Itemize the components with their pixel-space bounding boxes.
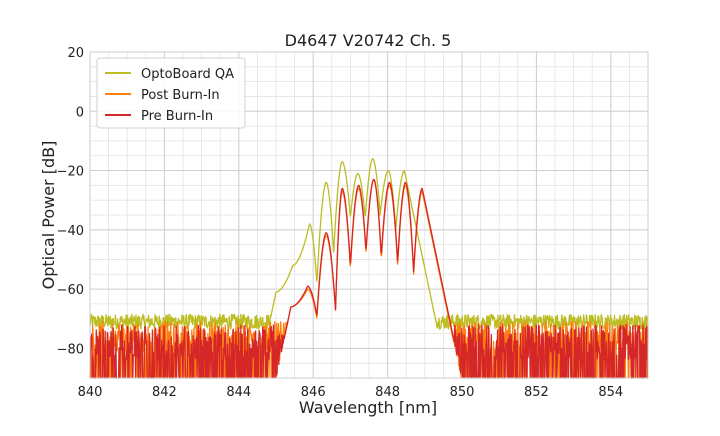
- legend-label: Post Burn-In: [141, 88, 220, 103]
- plot-frame: [89, 51, 649, 379]
- legend: OptoBoard QA Post Burn-In Pre Burn-In: [96, 57, 246, 129]
- x-tick-label: 844: [226, 385, 251, 400]
- series-layer: [89, 158, 649, 379]
- x-tick-labels: 840 842 844 846 848 850 852 854: [78, 385, 624, 400]
- legend-label: OptoBoard QA: [141, 67, 234, 82]
- x-tick-label: 854: [598, 385, 623, 400]
- y-tick-label: −60: [57, 283, 84, 298]
- x-tick-label: 846: [301, 385, 326, 400]
- x-tick-label: 840: [78, 385, 103, 400]
- x-tick-label: 848: [375, 385, 400, 400]
- series-line-pre-burn-in: [89, 178, 649, 379]
- y-tick-labels: 20 0 −20 −40 −60 −80: [57, 46, 84, 357]
- y-tick-label: −40: [57, 224, 84, 239]
- y-tick-label: −80: [57, 342, 84, 357]
- legend-label: Pre Burn-In: [141, 109, 213, 124]
- y-tick-label: 0: [76, 105, 84, 120]
- x-tick-label: 842: [152, 385, 177, 400]
- legend-box: [96, 57, 246, 129]
- y-axis-label: Optical Power [dB]: [39, 141, 58, 290]
- chart-title: D4647 V20742 Ch. 5: [285, 31, 452, 50]
- x-tick-label: 850: [450, 385, 475, 400]
- y-tick-label: 20: [67, 46, 84, 61]
- x-axis-label: Wavelength [nm]: [299, 398, 437, 417]
- y-tick-label: −20: [57, 165, 84, 180]
- x-tick-label: 852: [524, 385, 549, 400]
